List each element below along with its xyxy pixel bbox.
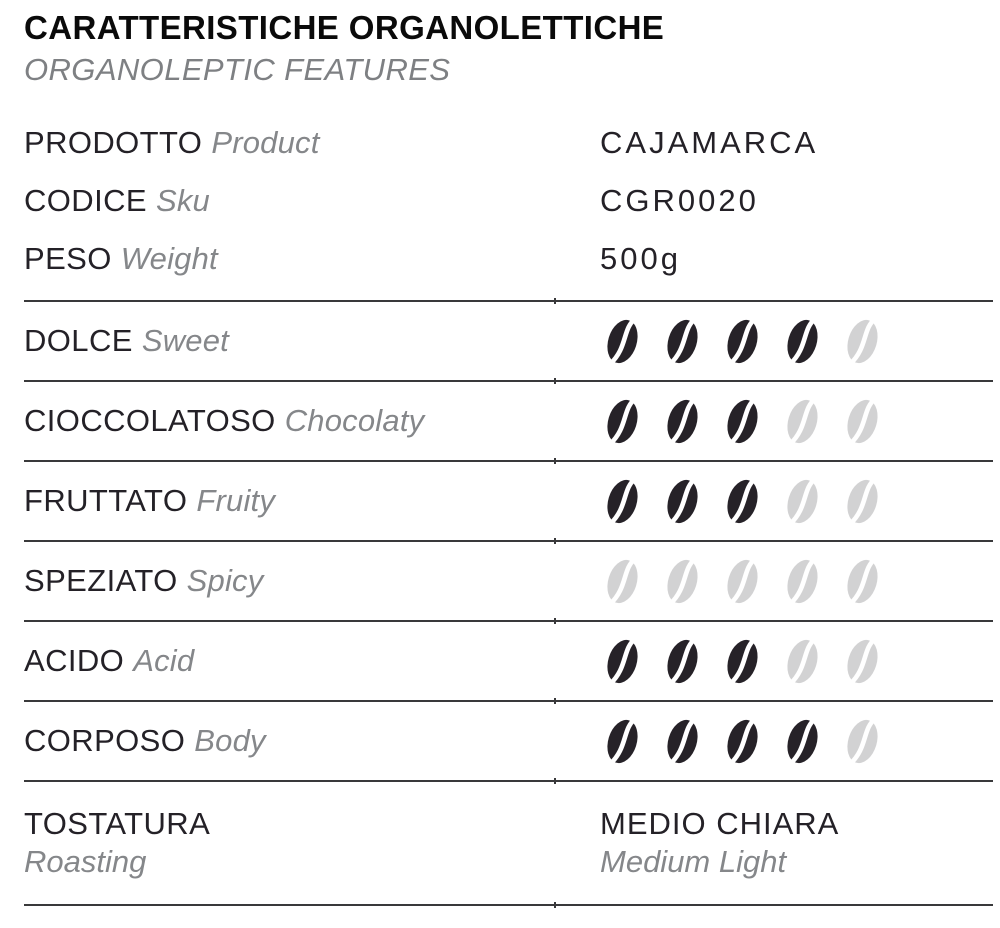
flavor-label: CIOCCOLATOSO Chocolaty [24,403,600,439]
flavor-label-en: Chocolaty [284,403,425,438]
bean-rating-spicy [600,553,885,610]
coffee-bean-filled-icon [780,313,825,370]
coffee-bean-filled-icon [720,633,765,690]
sku-label-it: CODICE [24,183,147,218]
coffee-bean-filled-icon [660,633,705,690]
flavor-row-fruity: FRUTTATO Fruity [24,462,993,544]
bean-rating-sweet [600,313,885,370]
coffee-bean-empty-icon [840,633,885,690]
flavor-label: CORPOSO Body [24,723,600,759]
coffee-bean-empty-icon [660,553,705,610]
coffee-bean-filled-icon [660,313,705,370]
flavor-label-en: Sweet [141,323,229,358]
product-label-en: Product [211,125,320,160]
coffee-bean-empty-icon [840,313,885,370]
roasting-row: TOSTATURA Roasting MEDIO CHIARA Medium L… [24,782,993,908]
flavor-row-body: CORPOSO Body [24,702,993,784]
coffee-bean-filled-icon [660,473,705,530]
roasting-value-it: MEDIO CHIARA [600,806,840,841]
flavor-table: DOLCE Sweet CIOCCOLATOSO Chocolaty FRUTTAT… [24,298,993,784]
flavor-label-en: Fruity [196,483,276,518]
flavor-label-en: Acid [133,643,195,678]
coffee-bean-empty-icon [780,633,825,690]
card-header: CARATTERISTICHE ORGANOLETTICHE ORGANOLEP… [24,8,993,88]
coffee-bean-filled-icon [720,313,765,370]
product-info-section: PRODOTTO Product CAJAMARCA CODICE Sku CGR0… [24,114,993,288]
coffee-bean-empty-icon [780,393,825,450]
coffee-bean-filled-icon [600,713,645,770]
flavor-label-en: Spicy [186,563,264,598]
bean-rating-body [600,713,885,770]
coffee-bean-empty-icon [840,713,885,770]
organoleptic-card: CARATTERISTICHE ORGANOLETTICHE ORGANOLEP… [24,8,993,908]
coffee-bean-filled-icon [600,393,645,450]
bean-rating-fruity [600,473,885,530]
roasting-label: TOSTATURA Roasting [24,805,600,881]
weight-row: PESO Weight 500g [24,230,993,288]
coffee-bean-filled-icon [600,473,645,530]
bean-rating-chocolaty [600,393,885,450]
coffee-bean-filled-icon [660,713,705,770]
weight-label-it: PESO [24,241,112,276]
coffee-bean-empty-icon [780,473,825,530]
coffee-bean-filled-icon [720,473,765,530]
flavor-row-spicy: SPEZIATO Spicy [24,542,993,624]
flavor-label-it: CIOCCOLATOSO [24,403,276,438]
sku-row: CODICE Sku CGR0020 [24,172,993,230]
flavor-label-it: FRUTTATO [24,483,188,518]
product-label: PRODOTTO Product [24,125,600,161]
coffee-bean-empty-icon [600,553,645,610]
coffee-bean-filled-icon [720,713,765,770]
roasting-value-en: Medium Light [600,844,787,879]
product-label-it: PRODOTTO [24,125,203,160]
coffee-bean-filled-icon [660,393,705,450]
sku-value: CGR0020 [600,183,759,218]
sku-label: CODICE Sku [24,183,600,219]
flavor-label: DOLCE Sweet [24,323,600,359]
weight-label-en: Weight [120,241,218,276]
coffee-bean-empty-icon [840,393,885,450]
flavor-label: FRUTTATO Fruity [24,483,600,519]
product-row: PRODOTTO Product CAJAMARCA [24,114,993,172]
flavor-label: SPEZIATO Spicy [24,563,600,599]
flavor-label-it: ACIDO [24,643,125,678]
flavor-label-it: CORPOSO [24,723,186,758]
coffee-bean-filled-icon [720,393,765,450]
flavor-row-chocolaty: CIOCCOLATOSO Chocolaty [24,382,993,464]
weight-label: PESO Weight [24,241,600,277]
flavor-label-en: Body [194,723,266,758]
flavor-label-it: DOLCE [24,323,133,358]
coffee-bean-filled-icon [600,313,645,370]
bean-rating-acid [600,633,885,690]
coffee-bean-empty-icon [780,553,825,610]
flavor-row-sweet: DOLCE Sweet [24,298,993,384]
sku-label-en: Sku [155,183,210,218]
coffee-bean-filled-icon [600,633,645,690]
flavor-row-acid: ACIDO Acid [24,622,993,704]
product-value: CAJAMARCA [600,125,819,160]
coffee-bean-empty-icon [840,473,885,530]
roasting-label-en: Roasting [24,844,147,879]
page-subtitle: ORGANOLEPTIC FEATURES [24,52,451,87]
coffee-bean-empty-icon [840,553,885,610]
flavor-label-it: SPEZIATO [24,563,178,598]
coffee-bean-empty-icon [720,553,765,610]
coffee-bean-filled-icon [780,713,825,770]
flavor-label: ACIDO Acid [24,643,600,679]
roasting-value: MEDIO CHIARA Medium Light [600,805,839,881]
roasting-label-it: TOSTATURA [24,806,211,841]
weight-value: 500g [600,241,681,276]
page-title: CARATTERISTICHE ORGANOLETTICHE [24,9,665,46]
